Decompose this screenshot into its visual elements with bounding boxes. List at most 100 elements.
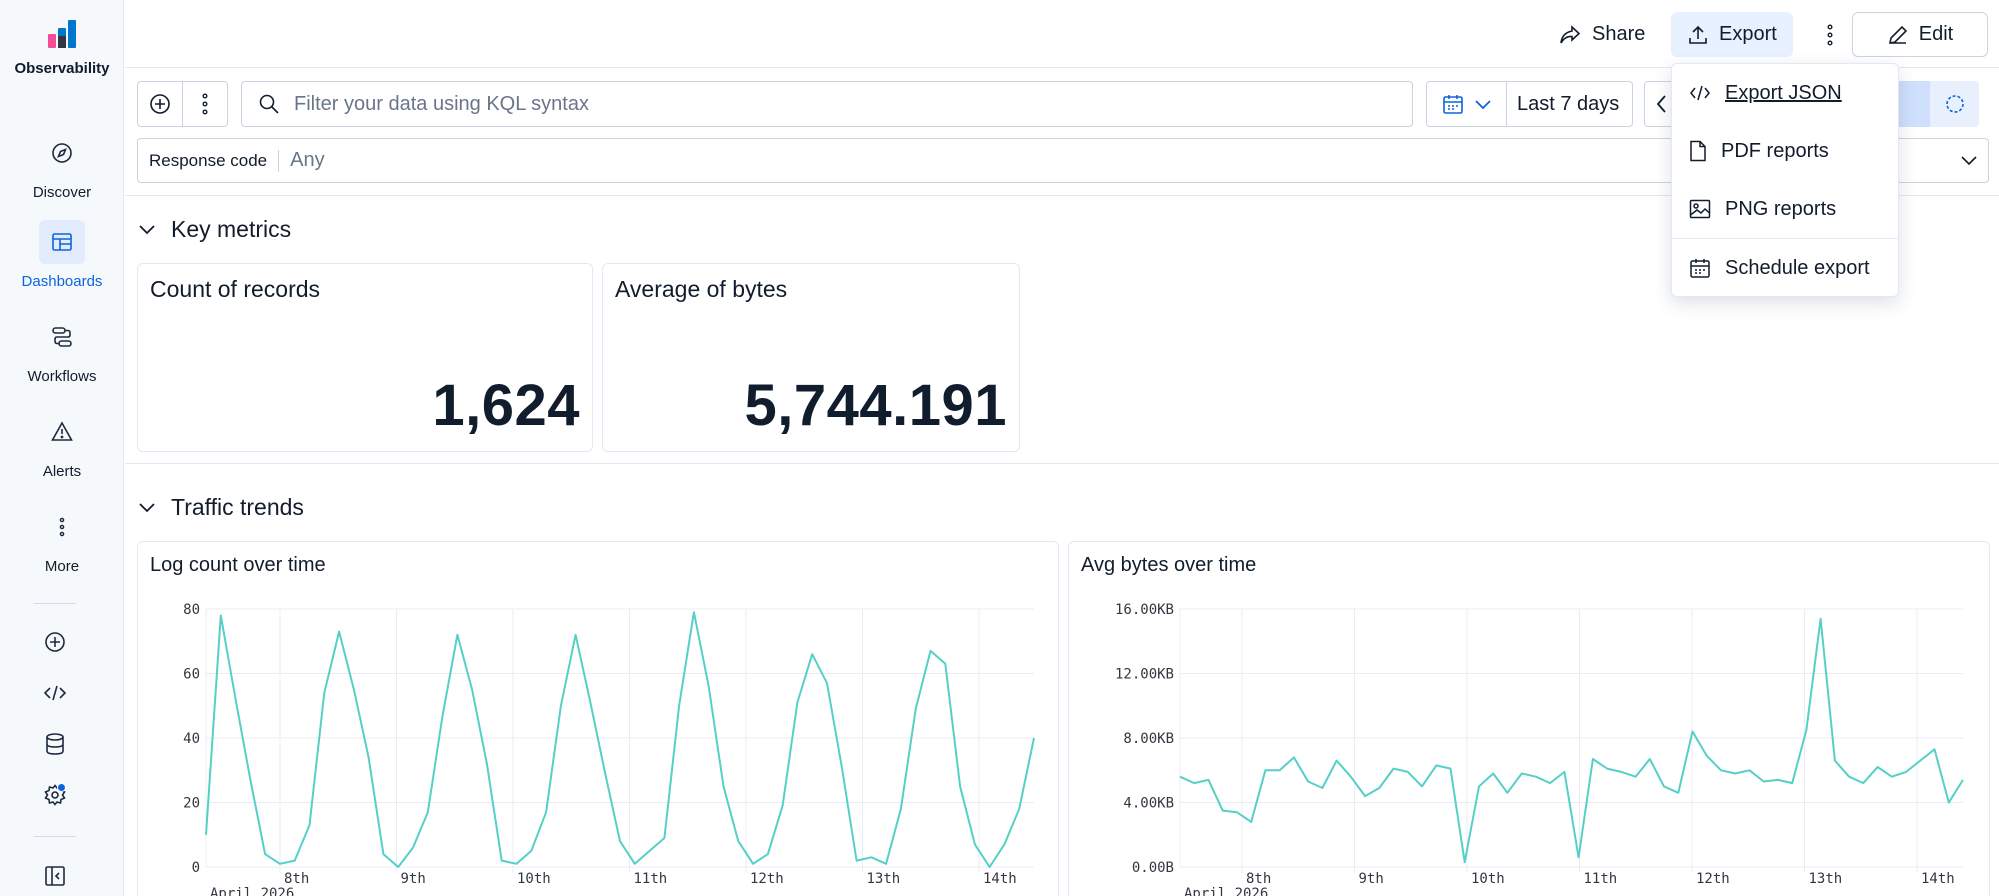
x-tick-label: 9th — [1359, 871, 1384, 887]
chevron-down-icon — [139, 502, 155, 512]
sidebar-item-label: More — [44, 558, 80, 575]
sidebar-item-discover[interactable]: Discover — [7, 131, 117, 201]
notification-badge — [57, 783, 66, 792]
share-label: Share — [1592, 23, 1646, 45]
metric-panel-average[interactable]: Average of bytes 5,744.191 — [602, 263, 1020, 452]
metric-value: 1,624 — [432, 373, 580, 438]
y-tick-label: 12.00KB — [1115, 667, 1174, 683]
alert-icon — [39, 410, 85, 454]
plus-circle-icon — [150, 94, 170, 114]
observability-logo-icon — [48, 20, 76, 48]
menu-item-pdf-reports[interactable]: PDF reports — [1672, 129, 1898, 173]
y-tick-label: 8.00KB — [1123, 731, 1174, 747]
panel-title: Average of bytes — [615, 276, 788, 302]
x-tick-label: 8th — [284, 871, 309, 887]
export-menu: Export JSON PDF reports PNG reports Sche… — [1671, 63, 1899, 297]
settings-icon[interactable] — [33, 777, 77, 813]
x-tick-label: 11th — [1584, 871, 1618, 887]
metric-value: 5,744.191 — [744, 373, 1007, 438]
compass-icon — [39, 131, 85, 175]
x-tick-label: 14th — [1921, 871, 1955, 887]
calendar-icon — [1690, 259, 1710, 278]
menu-item-label: Export JSON — [1725, 81, 1842, 104]
sidebar-item-more[interactable]: More — [7, 505, 117, 575]
x-tick-label: 11th — [634, 871, 668, 887]
chart-panel-avg-bytes[interactable]: Avg bytes over time 0.00B 4.00KB 8.00KB 12.… — [1068, 541, 1990, 896]
dev-tools-icon[interactable] — [33, 675, 77, 711]
x-tick-label: 14th — [983, 871, 1017, 887]
menu-divider — [1672, 238, 1898, 239]
control-label: Response code — [138, 149, 280, 172]
section-title: Traffic trends — [171, 494, 304, 520]
pencil-icon — [1888, 25, 1907, 44]
sidebar-divider — [34, 836, 76, 837]
export-label: Export — [1719, 23, 1777, 45]
x-tick-label: 13th — [1809, 871, 1843, 887]
section-traffic-trends[interactable]: Traffic trends — [137, 494, 304, 521]
sidebar-item-label: Workflows — [27, 368, 97, 385]
y-tick-label: 60 — [183, 667, 200, 683]
x-tick-label: 10th — [1471, 871, 1505, 887]
divider — [125, 463, 1999, 464]
sidebar-item-workflows[interactable]: Workflows — [7, 315, 117, 385]
panel-title: Avg bytes over time — [1081, 554, 1257, 576]
chart-panel-log-count[interactable]: Log count over time 0 20 40 60 80 8th 9th 10th 1… — [137, 541, 1059, 896]
share-icon — [1560, 24, 1581, 43]
auto-refresh-button[interactable] — [1930, 81, 1979, 127]
sidebar: Observability Discover Dashboards Workfl… — [0, 0, 124, 896]
x-axis-sublabel: April 2026 — [210, 886, 294, 896]
workflow-icon — [39, 315, 85, 359]
date-picker[interactable]: Last 7 days — [1426, 81, 1633, 127]
chevron-down-icon — [1474, 100, 1491, 110]
chevron-left-icon — [1656, 95, 1666, 113]
divider — [125, 195, 1999, 196]
add-filter-button[interactable] — [137, 81, 183, 127]
section-key-metrics[interactable]: Key metrics — [137, 216, 291, 243]
menu-item-png-reports[interactable]: PNG reports — [1672, 187, 1898, 231]
code-icon — [1690, 85, 1710, 101]
search-placeholder: Filter your data using KQL syntax — [294, 92, 589, 115]
query-menu-button[interactable] — [182, 81, 228, 127]
y-tick-label: 16.00KB — [1115, 602, 1174, 618]
y-tick-label: 0 — [192, 860, 200, 876]
sidebar-item-alerts[interactable]: Alerts — [7, 410, 117, 480]
y-tick-label: 4.00KB — [1123, 796, 1174, 812]
y-tick-label: 0.00B — [1132, 860, 1174, 876]
search-input[interactable]: Filter your data using KQL syntax — [241, 81, 1413, 127]
dashboard-icon — [39, 220, 85, 264]
share-button[interactable]: Share — [1542, 12, 1661, 57]
y-tick-label: 20 — [183, 796, 200, 812]
menu-item-label: PDF reports — [1721, 139, 1829, 162]
add-data-icon[interactable] — [33, 624, 77, 660]
panel-title: Count of records — [150, 276, 321, 302]
upload-icon — [1689, 25, 1707, 44]
top-header: Share Export Edit — [125, 0, 1999, 68]
x-tick-label: 12th — [750, 871, 784, 887]
collapse-sidebar-icon[interactable] — [33, 858, 77, 894]
more-actions-button[interactable] — [1815, 12, 1845, 57]
search-icon — [259, 94, 279, 114]
brand-label: Observability — [14, 60, 110, 77]
series-line — [205, 611, 1035, 868]
x-tick-label: 12th — [1696, 871, 1730, 887]
edit-button[interactable]: Edit — [1852, 12, 1988, 57]
sidebar-item-label: Alerts — [42, 463, 82, 480]
x-tick-label: 8th — [1246, 871, 1271, 887]
x-axis-sublabel: April 2026 — [1184, 886, 1268, 896]
export-button[interactable]: Export — [1671, 12, 1793, 57]
sidebar-item-label: Discover — [32, 184, 92, 201]
image-icon — [1689, 199, 1711, 219]
menu-item-export-json[interactable]: Export JSON — [1672, 71, 1898, 115]
menu-item-label: PNG reports — [1725, 197, 1837, 220]
kebab-icon — [202, 93, 208, 115]
menu-item-schedule-export[interactable]: Schedule export — [1672, 246, 1898, 290]
brand-logo[interactable]: Observability — [0, 18, 124, 77]
metric-panel-count[interactable]: Count of records 1,624 — [137, 263, 593, 452]
kebab-icon — [1827, 24, 1833, 46]
sidebar-item-label: Dashboards — [21, 273, 103, 290]
database-icon[interactable] — [33, 726, 77, 762]
edit-label: Edit — [1918, 23, 1954, 45]
sidebar-item-dashboards[interactable]: Dashboards — [7, 220, 117, 290]
quick-select-button[interactable] — [1427, 82, 1507, 126]
